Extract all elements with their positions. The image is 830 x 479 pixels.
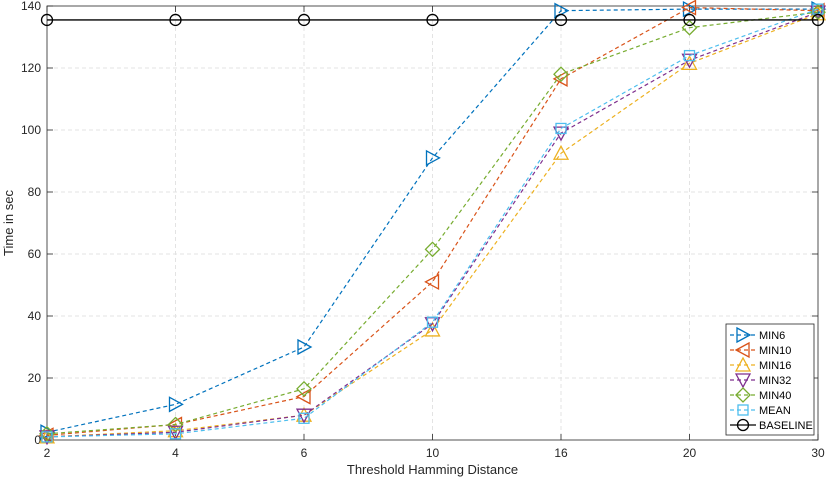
- data-point-min10: [681, 0, 697, 16]
- legend-item-baseline: BASELINE: [730, 418, 813, 432]
- data-point-min10: [295, 388, 311, 405]
- legend-marker-baseline: [736, 418, 750, 432]
- x-tick-label: 4: [172, 446, 179, 460]
- legend-marker-min16: [734, 356, 752, 372]
- data-point-min16: [424, 321, 441, 337]
- legend-label-min10: MIN10: [759, 345, 791, 357]
- series-baseline: [40, 13, 825, 27]
- series-line-min6: [46, 8, 818, 433]
- data-point-min6: [168, 396, 184, 413]
- data-point-baseline: [40, 13, 54, 27]
- data-point-min10: [424, 273, 440, 290]
- legend-item-mean: MEAN: [730, 404, 791, 417]
- data-point-min6: [297, 338, 313, 356]
- data-point-mean: [298, 412, 310, 424]
- data-point-baseline: [426, 13, 439, 27]
- data-point-mean: [169, 428, 182, 440]
- legend-marker-min10: [734, 341, 750, 359]
- data-point-min40: [681, 19, 698, 36]
- x-tick-label: 30: [811, 446, 825, 460]
- legend-marker-min6: [736, 326, 752, 344]
- legend-label-min32: MIN32: [759, 375, 791, 387]
- data-point-mean: [683, 49, 696, 62]
- series-min10: [38, 0, 825, 444]
- data-point-baseline: [554, 13, 568, 27]
- data-point-mean: [555, 122, 567, 135]
- y-tick-label: 80: [28, 185, 42, 199]
- y-tick-label: 0: [34, 433, 41, 447]
- legend-label-min6: MIN6: [759, 330, 785, 342]
- data-point-min16: [552, 144, 570, 160]
- legend-marker-mean: [737, 404, 749, 416]
- legend-label-min40: MIN40: [759, 390, 791, 402]
- grid: [47, 6, 818, 440]
- x-tick-label: 2: [44, 446, 51, 460]
- data-point-min16: [681, 54, 698, 70]
- data-point-baseline: [683, 13, 696, 27]
- x-tick-label: 6: [301, 446, 308, 460]
- legend: MIN6 MIN10 MIN16 MIN32 MIN40 MEAN BASELINE: [725, 323, 815, 436]
- y-tick-label: 60: [28, 247, 42, 261]
- y-tick-label: 120: [21, 61, 41, 75]
- y-tick-label: 20: [28, 371, 42, 385]
- y-tick-label: 140: [21, 0, 41, 13]
- data-point-baseline: [811, 13, 825, 27]
- data-point-min10: [167, 416, 183, 433]
- legend-item-min6: MIN6: [730, 326, 785, 344]
- data-point-min40: [167, 416, 184, 433]
- legend-item-min10: MIN10: [730, 341, 791, 359]
- legend-item-min40: MIN40: [730, 387, 791, 403]
- legend-marker-min40: [735, 387, 751, 403]
- data-point-mean: [41, 431, 53, 443]
- data-point-min6: [425, 149, 441, 166]
- x-axis-title: Threshold Hamming Distance: [347, 462, 518, 477]
- legend-item-min32: MIN32: [730, 373, 791, 389]
- ticks: 2 4 6 10 16 20 30 0 20 40 60 80 100 120 140: [21, 0, 825, 460]
- data-point-min40: [553, 66, 569, 83]
- data-point-min6: [682, 1, 698, 18]
- x-tick-label: 20: [683, 446, 697, 460]
- legend-label-baseline: BASELINE: [759, 420, 813, 432]
- series-line-min40: [46, 11, 819, 435]
- legend-label-mean: MEAN: [759, 405, 791, 417]
- legend-marker-min32: [734, 373, 752, 389]
- y-axis-title: Time in sec: [1, 190, 16, 256]
- data-point-min40: [424, 241, 441, 258]
- legend-item-min16: MIN16: [730, 356, 791, 372]
- data-point-min32: [167, 425, 184, 441]
- data-point-min40: [296, 380, 312, 397]
- legend-label-min16: MIN16: [759, 360, 791, 372]
- data-point-baseline: [297, 13, 311, 27]
- y-tick-label: 100: [21, 123, 41, 137]
- y-tick-label: 40: [28, 309, 42, 323]
- series-group: [38, 0, 827, 446]
- data-point-min16: [167, 422, 184, 438]
- data-point-baseline: [169, 13, 182, 27]
- x-tick-label: 10: [426, 446, 440, 460]
- data-point-mean: [426, 316, 439, 328]
- x-tick-label: 16: [554, 446, 568, 460]
- series-line-mean: [46, 8, 819, 438]
